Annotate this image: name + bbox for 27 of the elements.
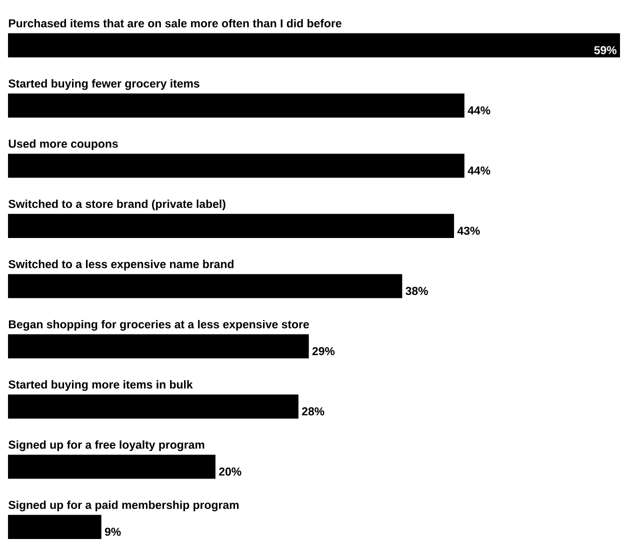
y-tick-label: Signed up for a paid membership program bbox=[8, 500, 239, 512]
bar bbox=[8, 514, 102, 539]
data-label: 9% bbox=[104, 528, 121, 536]
data-label: 44% bbox=[468, 166, 490, 175]
bar bbox=[8, 454, 216, 479]
y-tick-label: Switched to a store brand (private label) bbox=[8, 200, 226, 210]
bar bbox=[8, 33, 620, 58]
bar bbox=[8, 214, 454, 238]
data-label: 20% bbox=[219, 468, 242, 476]
data-label: 43% bbox=[457, 226, 480, 235]
data-label: 38% bbox=[406, 286, 428, 296]
y-tick-label: Signed up for a free loyalty program bbox=[8, 440, 204, 452]
data-label: 59% bbox=[594, 46, 616, 54]
bar bbox=[8, 274, 402, 298]
bar bbox=[8, 334, 309, 358]
y-tick-label: Used more coupons bbox=[8, 139, 118, 150]
bar bbox=[8, 394, 298, 419]
bar bbox=[8, 154, 464, 178]
data-label: 28% bbox=[302, 407, 324, 416]
bar bbox=[8, 94, 464, 118]
data-label: 44% bbox=[468, 106, 490, 114]
data-label: 29% bbox=[312, 347, 335, 356]
y-tick-label: Began shopping for groceries at a less expensive store bbox=[8, 320, 309, 331]
y-tick-label: Started buying fewer grocery items bbox=[8, 79, 200, 90]
y-tick-label: Started buying more items in bulk bbox=[8, 380, 193, 391]
y-tick-label: Switched to a less expensive name brand bbox=[8, 260, 234, 270]
y-tick-label: Purchased items that are on sale more often than I did before bbox=[8, 18, 342, 28]
